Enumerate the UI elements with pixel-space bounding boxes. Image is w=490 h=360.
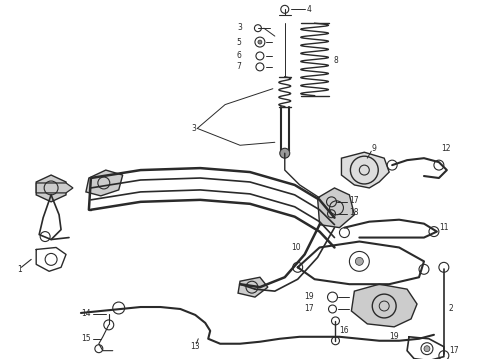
Text: 18: 18 (349, 208, 359, 217)
Text: 4: 4 (307, 5, 312, 14)
Text: 9: 9 (371, 144, 376, 153)
Polygon shape (86, 170, 122, 196)
Text: 2: 2 (449, 305, 454, 314)
Circle shape (280, 148, 290, 158)
Circle shape (424, 346, 430, 352)
Text: 11: 11 (439, 223, 448, 232)
Text: 17: 17 (304, 303, 314, 312)
Text: 16: 16 (340, 326, 349, 335)
Text: 10: 10 (291, 243, 300, 252)
Polygon shape (36, 183, 73, 193)
Polygon shape (351, 284, 417, 327)
Text: 12: 12 (441, 144, 450, 153)
Text: 3: 3 (192, 124, 196, 133)
Text: 8: 8 (334, 57, 338, 66)
Text: 3: 3 (237, 23, 242, 32)
Text: 19: 19 (304, 292, 314, 301)
Text: 1: 1 (17, 265, 22, 274)
Text: 15: 15 (81, 334, 91, 343)
Circle shape (258, 40, 262, 44)
Text: 13: 13 (190, 342, 200, 351)
Text: 7: 7 (236, 62, 241, 71)
Text: 17: 17 (349, 196, 359, 205)
Polygon shape (342, 152, 389, 188)
Polygon shape (238, 277, 268, 297)
Text: 17: 17 (449, 346, 459, 355)
Text: 5: 5 (236, 37, 241, 46)
Polygon shape (318, 188, 354, 228)
Text: 14: 14 (81, 310, 91, 319)
Text: 6: 6 (236, 51, 241, 60)
Text: 19: 19 (390, 332, 399, 341)
Circle shape (355, 257, 363, 265)
Polygon shape (36, 175, 66, 202)
